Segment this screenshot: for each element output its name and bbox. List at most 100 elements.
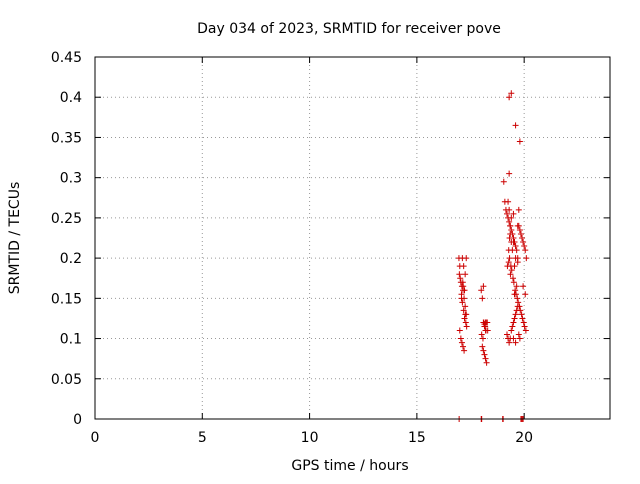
data-point xyxy=(481,321,488,328)
data-point xyxy=(459,299,466,306)
data-point xyxy=(520,319,527,326)
data-point xyxy=(505,198,512,205)
data-point xyxy=(506,339,513,346)
data-point xyxy=(510,210,517,217)
y-tick-label: 0.05 xyxy=(51,372,82,388)
data-point xyxy=(507,222,514,229)
data-point xyxy=(462,319,469,326)
data-point xyxy=(461,287,468,294)
axis-ticks: 0 0.05 0.1 0.15 0.2 0.25 0.3 0.35 0.4 0.45 0 5 10 15 2… xyxy=(51,50,610,446)
data-point xyxy=(519,315,526,322)
data-point xyxy=(462,303,469,310)
data-point xyxy=(459,255,466,262)
data-point xyxy=(456,327,463,334)
data-point xyxy=(479,335,486,342)
data-point xyxy=(458,295,465,302)
data-point xyxy=(516,335,523,342)
data-point xyxy=(460,343,467,350)
data-point xyxy=(512,122,519,129)
data-point xyxy=(460,283,467,290)
data-point xyxy=(505,247,512,254)
data-point xyxy=(510,319,517,326)
data-point xyxy=(506,218,513,225)
data-point xyxy=(457,335,464,342)
data-point xyxy=(505,259,512,266)
data-point xyxy=(522,327,529,334)
data-point xyxy=(478,287,485,294)
y-tick-label: 0.3 xyxy=(60,171,82,187)
data-point xyxy=(511,263,518,270)
y-tick-label: 0 xyxy=(73,412,82,428)
data-point xyxy=(506,206,513,213)
data-point xyxy=(523,255,530,262)
data-point xyxy=(504,331,510,338)
data-point xyxy=(522,247,529,254)
data-points xyxy=(455,90,530,422)
data-point xyxy=(458,339,465,346)
data-point xyxy=(510,275,517,282)
data-point xyxy=(508,267,515,274)
y-tick-label: 0.4 xyxy=(60,90,82,106)
data-point xyxy=(457,275,464,282)
x-tick-label: 15 xyxy=(408,430,426,446)
data-point xyxy=(479,343,486,350)
data-point xyxy=(508,90,515,97)
data-point xyxy=(510,279,517,286)
x-axis-label: GPS time / hours xyxy=(291,458,408,474)
x-tick-label: 0 xyxy=(91,430,100,446)
data-point xyxy=(520,283,527,290)
data-point xyxy=(514,259,521,266)
data-point xyxy=(500,178,507,185)
data-point xyxy=(482,355,489,362)
data-point xyxy=(506,255,513,262)
data-point xyxy=(515,206,522,213)
data-point xyxy=(514,222,521,229)
x-tick-label: 20 xyxy=(515,430,533,446)
x-tick-label: 5 xyxy=(198,430,207,446)
data-point xyxy=(512,311,519,318)
data-point xyxy=(516,226,523,233)
data-point xyxy=(507,271,514,278)
data-point xyxy=(506,94,513,101)
data-point xyxy=(514,303,521,310)
data-point xyxy=(509,323,516,330)
data-point xyxy=(513,307,520,314)
data-point xyxy=(460,307,467,314)
data-point xyxy=(512,339,519,346)
x-tick-label: 10 xyxy=(301,430,319,446)
grid-lines xyxy=(95,57,610,419)
y-tick-label: 0.35 xyxy=(51,130,82,146)
data-point xyxy=(508,214,515,221)
data-point xyxy=(463,323,470,330)
y-axis-label: SRMTID / TECUs xyxy=(7,182,23,295)
data-point xyxy=(510,335,517,342)
data-point xyxy=(508,327,515,334)
data-point xyxy=(519,235,526,241)
data-point xyxy=(512,255,519,262)
y-tick-label: 0.25 xyxy=(51,211,82,227)
y-tick-label: 0.2 xyxy=(60,251,82,267)
data-point xyxy=(506,170,513,177)
data-point xyxy=(508,239,515,246)
data-point xyxy=(522,291,529,298)
data-point xyxy=(517,230,524,237)
data-point xyxy=(507,230,514,237)
plot-frame xyxy=(94,56,611,420)
data-point xyxy=(461,315,468,322)
data-point xyxy=(508,226,515,233)
data-point xyxy=(518,311,525,318)
y-tick-label: 0.45 xyxy=(51,50,82,66)
data-point xyxy=(513,283,520,290)
data-point xyxy=(516,138,523,145)
data-point xyxy=(480,347,487,354)
data-point xyxy=(506,235,513,241)
chart-title: Day 034 of 2023, SRMTID for receiver pov… xyxy=(197,21,501,37)
data-point xyxy=(512,287,519,294)
data-point xyxy=(521,323,528,330)
y-tick-label: 0.1 xyxy=(60,332,82,348)
y-tick-label: 0.15 xyxy=(51,291,82,307)
data-point xyxy=(520,239,527,246)
data-point xyxy=(514,295,521,302)
data-point xyxy=(478,331,485,338)
